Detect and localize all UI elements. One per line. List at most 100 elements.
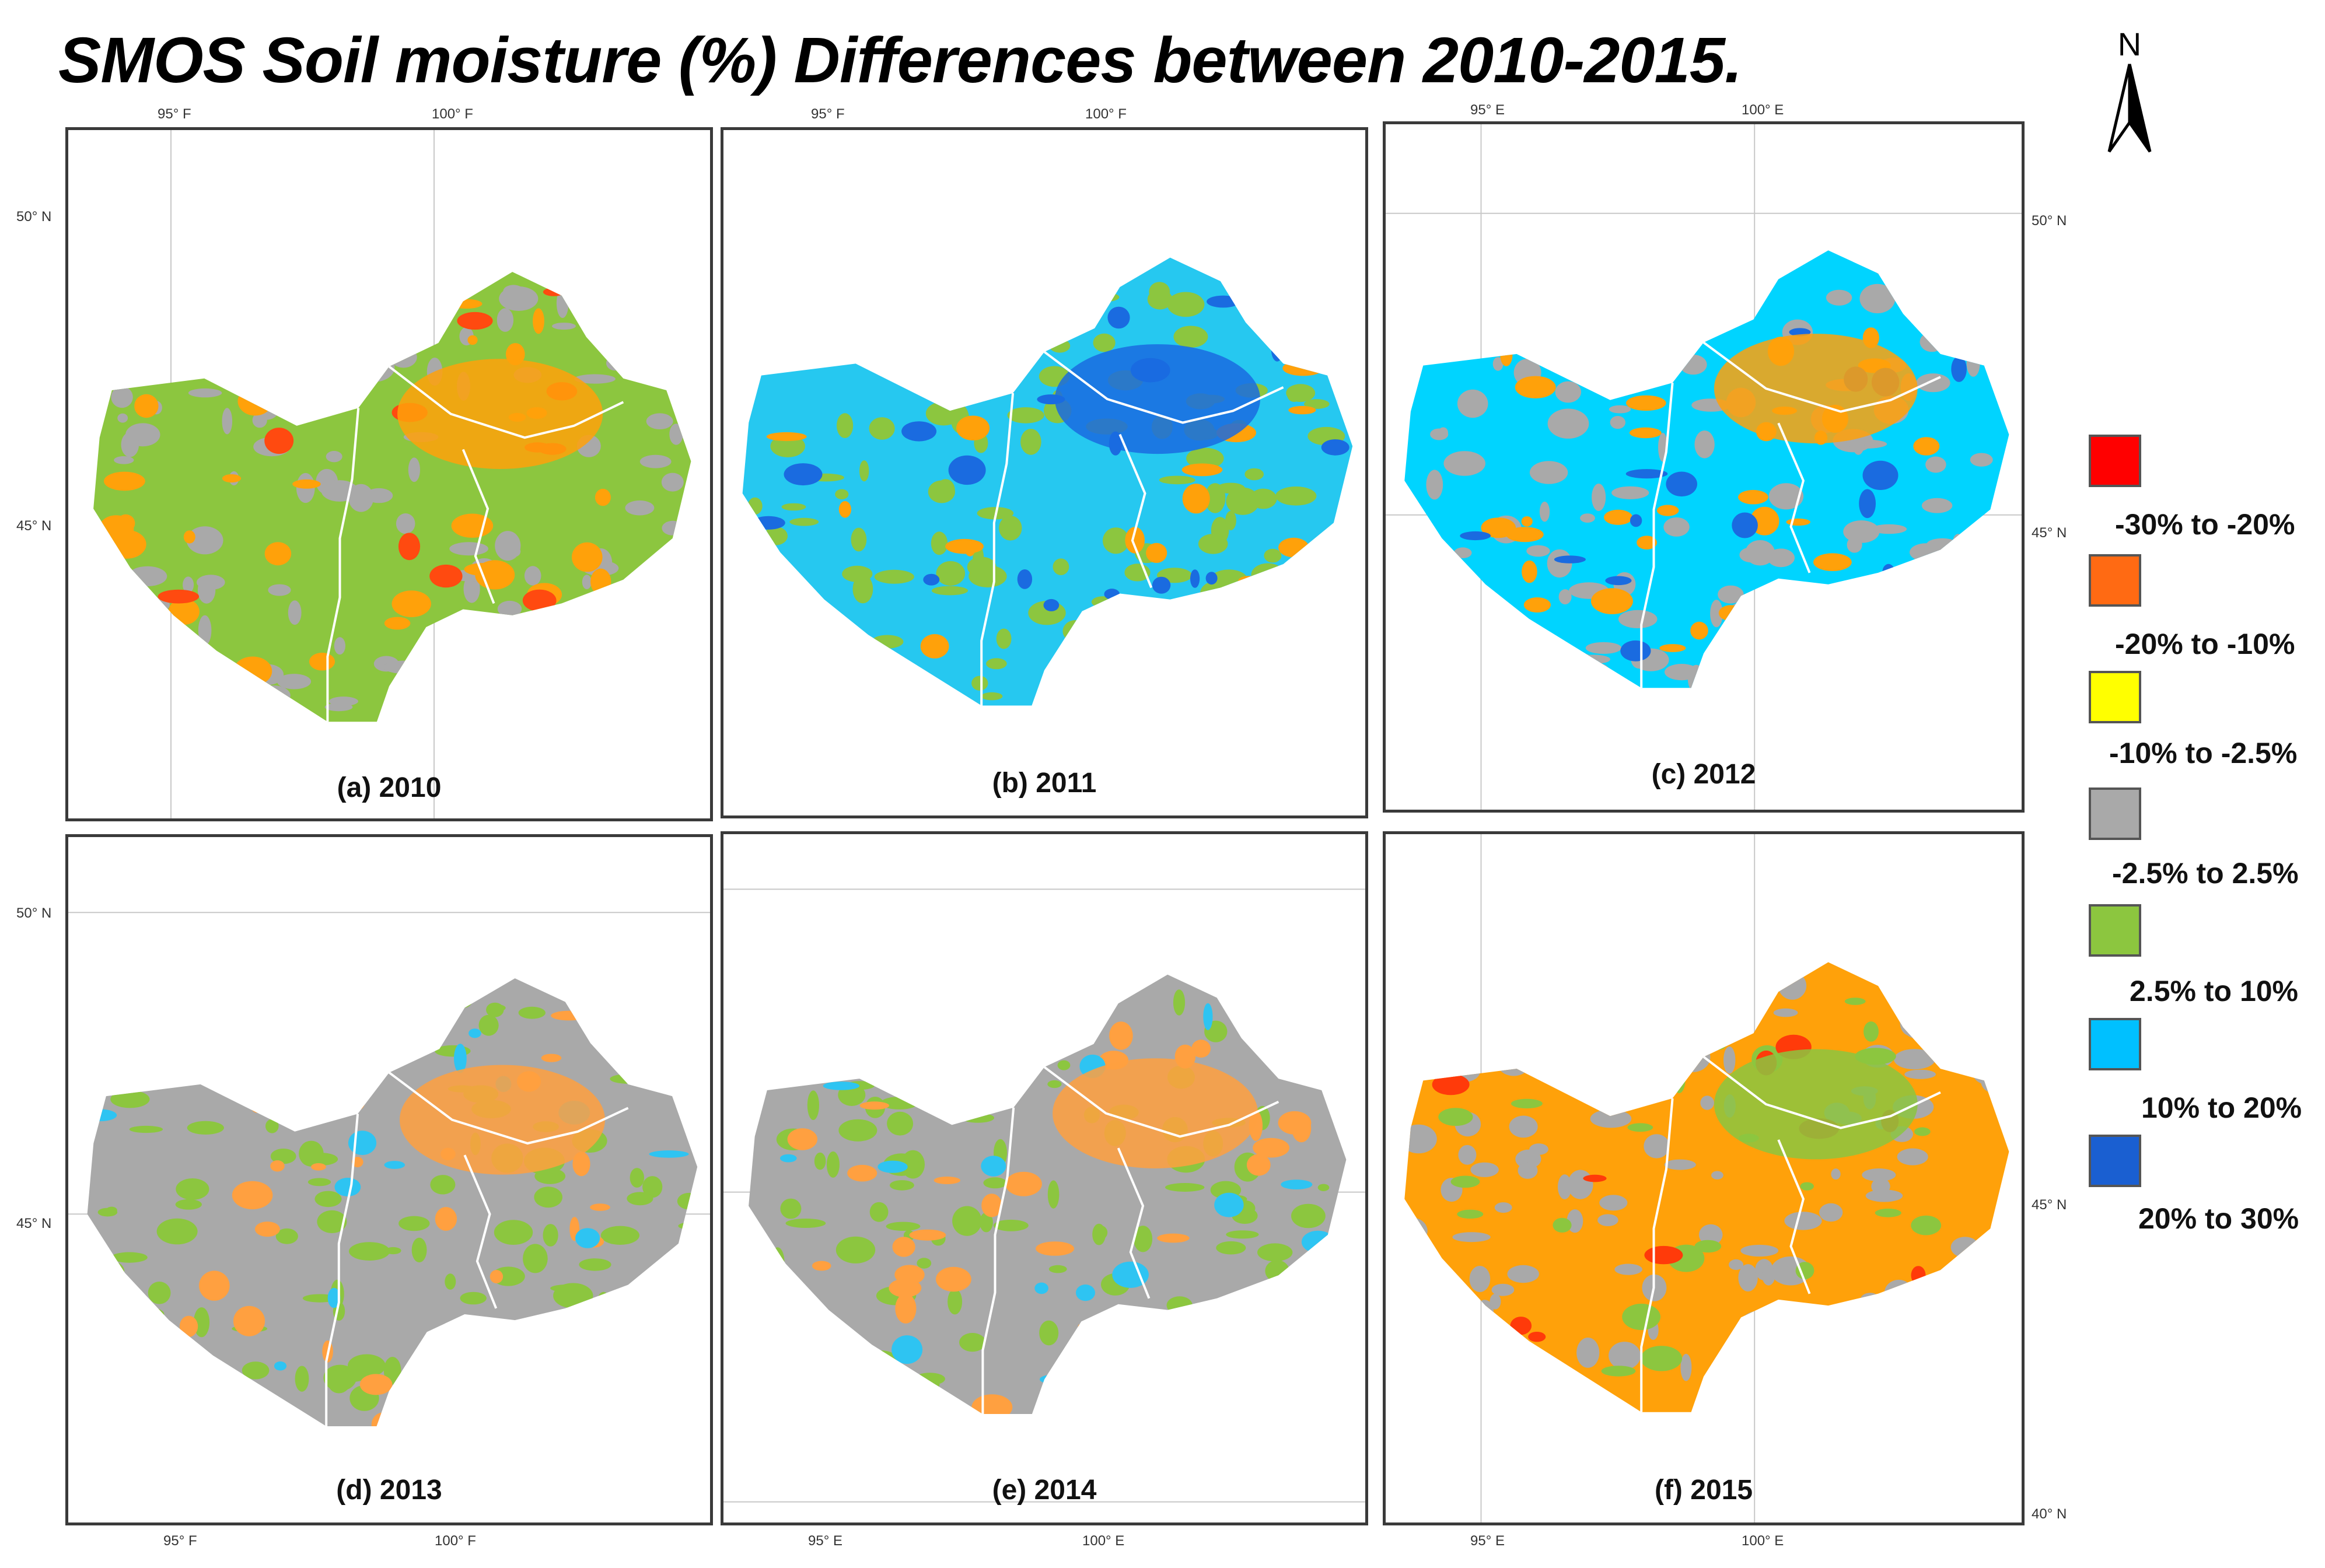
moisture-patch (348, 1130, 377, 1156)
moisture-patch (419, 1409, 452, 1427)
moisture-zone (400, 1065, 605, 1175)
moisture-patch (1251, 563, 1285, 587)
moisture-patch (475, 560, 515, 590)
moisture-patch (1416, 681, 1454, 688)
moisture-patch (522, 1338, 547, 1366)
moisture-patch (1264, 548, 1282, 563)
moisture-patch (1784, 1212, 1822, 1230)
moisture-patch (1813, 553, 1852, 571)
moisture-patch (198, 615, 212, 646)
moisture-patch (1299, 1397, 1329, 1405)
moisture-patch (1960, 1310, 1987, 1334)
moisture-patch (956, 415, 990, 441)
moisture-patch (1843, 520, 1880, 543)
moisture-patch (96, 1261, 125, 1282)
moisture-patch (1104, 589, 1120, 600)
moisture-patch (1079, 264, 1118, 277)
moisture-patch (981, 1194, 1002, 1217)
moisture-patch (807, 633, 840, 642)
moisture-patch (610, 1074, 648, 1084)
moisture-patch (492, 632, 522, 662)
moisture-patch (292, 708, 305, 722)
moisture-patch (1781, 678, 1805, 688)
moisture-patch (1494, 1401, 1504, 1412)
moisture-patch (1609, 405, 1631, 414)
moisture-patch (662, 520, 684, 536)
map-panel-2011: (b) 2011 (721, 127, 1368, 818)
moisture-patch (656, 706, 672, 722)
moisture-patch (1301, 1230, 1335, 1254)
moisture-patch (980, 1212, 993, 1233)
moisture-patch (621, 989, 650, 1012)
moisture-patch (1904, 1069, 1936, 1079)
map-panel-2014: (e) 2014 (721, 831, 1368, 1525)
moisture-patch (1590, 1110, 1632, 1128)
moisture-patch (1698, 1224, 1723, 1245)
moisture-patch (1768, 483, 1804, 510)
moisture-patch (1762, 1265, 1775, 1286)
moisture-patch (232, 1181, 273, 1210)
moisture-patch (429, 564, 463, 588)
moisture-patch (1622, 1303, 1660, 1331)
moisture-patch (1404, 604, 1427, 623)
moisture-patch (1970, 453, 1993, 467)
moisture-patch (270, 1160, 285, 1172)
moisture-patch (675, 1088, 690, 1112)
moisture-patch (1306, 1063, 1320, 1081)
moisture-patch (321, 480, 358, 502)
moisture-patch (1507, 1265, 1539, 1283)
moisture-patch (129, 1125, 163, 1133)
moisture-patch (1604, 509, 1632, 525)
map-panel-2010: (a) 2010 (65, 127, 713, 821)
moisture-patch (1498, 321, 1523, 335)
moisture-patch (87, 1109, 117, 1122)
moisture-patch (1240, 1389, 1261, 1412)
moisture-patch (541, 1054, 562, 1062)
moisture-patch (1925, 456, 1946, 473)
moisture-patch (1638, 1063, 1672, 1080)
moisture-patch (1859, 489, 1876, 519)
moisture-patch (871, 635, 904, 649)
moisture-patch (1047, 1180, 1060, 1209)
moisture-patch (839, 983, 874, 994)
moisture-patch (1694, 1240, 1722, 1253)
moisture-patch (1610, 416, 1625, 429)
province-boundary (463, 1154, 498, 1309)
moisture-patch (1659, 644, 1686, 652)
moisture-patch (148, 1282, 171, 1304)
region-base (742, 257, 1353, 706)
moisture-patch (270, 1149, 296, 1164)
moisture-patch (1225, 510, 1236, 531)
moisture-patch (1838, 618, 1873, 639)
province-boundary (1640, 1098, 1674, 1412)
moisture-patch (518, 1006, 546, 1019)
moisture-patch (1107, 306, 1130, 329)
moisture-patch (1599, 1195, 1628, 1211)
moisture-patch (639, 304, 662, 321)
moisture-patch (109, 659, 125, 686)
moisture-patch (110, 1090, 150, 1108)
moisture-patch (1013, 323, 1026, 333)
moisture-patch (579, 1258, 611, 1271)
moisture-patch (1882, 564, 1895, 580)
moisture-patch (1435, 612, 1468, 635)
moisture-patch (831, 342, 856, 360)
moisture-patch (543, 288, 565, 296)
moisture-patch (1521, 516, 1533, 527)
moisture-patch (197, 575, 225, 590)
moisture-patch (1047, 1080, 1062, 1088)
moisture-patch (1413, 636, 1429, 650)
moisture-patch (1246, 626, 1272, 657)
moisture-patch (1673, 1064, 1686, 1093)
moisture-patch (1742, 1310, 1782, 1333)
moisture-patch (1250, 1016, 1280, 1044)
moisture-patch (754, 688, 784, 706)
moisture-patch (617, 1052, 649, 1063)
tick-lat-45: 45° N (2032, 1197, 2067, 1213)
moisture-patch (1773, 1008, 1798, 1017)
panel-caption: (b) 2011 (992, 768, 1097, 799)
moisture-patch (1894, 1049, 1935, 1070)
moisture-patch (917, 1258, 932, 1269)
moisture-patch (842, 565, 873, 583)
moisture-patch (761, 1028, 779, 1039)
